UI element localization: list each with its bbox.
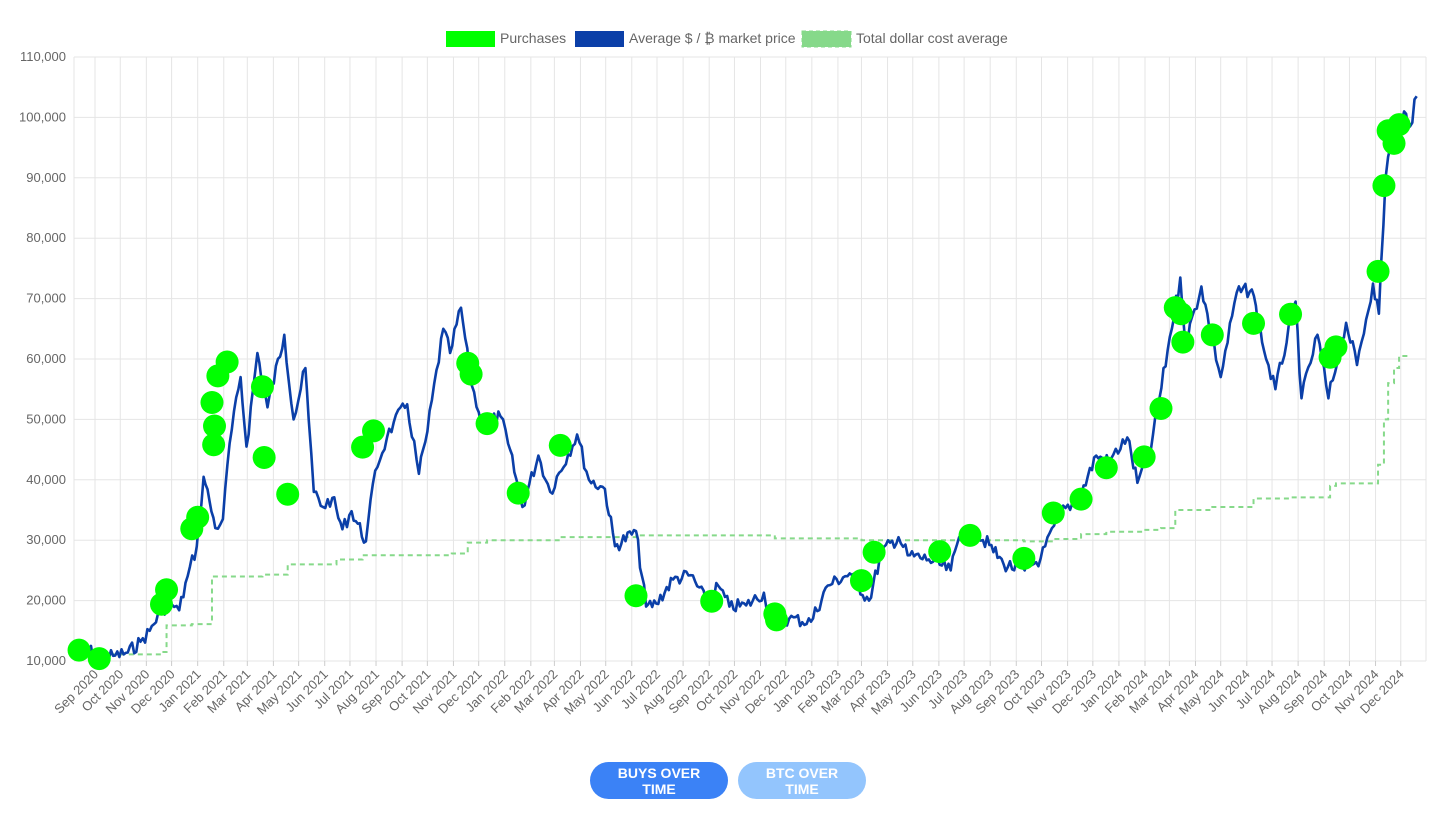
legend-label-market-price: Average $ / ₿ market price — [629, 30, 796, 46]
purchase-point[interactable] — [700, 589, 724, 613]
purchase-point[interactable] — [548, 433, 572, 457]
purchase-point[interactable] — [1171, 330, 1195, 354]
purchase-point[interactable] — [362, 419, 386, 443]
purchase-point[interactable] — [862, 540, 886, 564]
legend-label-purchases: Purchases — [500, 30, 566, 46]
purchase-point[interactable] — [1012, 546, 1036, 570]
purchase-point[interactable] — [1382, 131, 1406, 155]
dca-line — [79, 354, 1411, 656]
y-tick-label: 50,000 — [26, 411, 66, 426]
legend-item-market-price[interactable]: Average $ / ₿ market price — [575, 30, 796, 47]
purchase-point[interactable] — [215, 350, 239, 374]
purchase-point[interactable] — [250, 375, 274, 399]
purchase-point[interactable] — [928, 540, 952, 564]
legend-swatch-purchases — [446, 31, 495, 47]
purchase-point[interactable] — [203, 414, 227, 438]
y-tick-label: 20,000 — [26, 593, 66, 608]
purchase-point[interactable] — [1279, 302, 1303, 326]
purchase-point[interactable] — [459, 362, 483, 386]
purchase-point[interactable] — [1149, 397, 1173, 421]
legend-swatch-market-price — [575, 31, 624, 47]
purchase-point[interactable] — [475, 412, 499, 436]
legend-swatch-dca — [801, 30, 852, 48]
purchase-point[interactable] — [849, 569, 873, 593]
purchase-point[interactable] — [67, 638, 91, 662]
purchase-point[interactable] — [252, 445, 276, 469]
purchase-point[interactable] — [1242, 311, 1266, 335]
purchase-point[interactable] — [1366, 259, 1390, 283]
purchase-point[interactable] — [765, 608, 789, 632]
purchase-point[interactable] — [1387, 113, 1411, 137]
purchase-point[interactable] — [155, 578, 179, 602]
purchase-point[interactable] — [87, 647, 111, 671]
y-tick-label: 10,000 — [26, 653, 66, 668]
purchase-point[interactable] — [202, 433, 226, 457]
chart-axes: 10,000 20,000 30,000 40,000 50,000 60,000 70,0… — [19, 49, 1407, 717]
purchase-point[interactable] — [1372, 174, 1396, 198]
y-tick-label: 40,000 — [26, 472, 66, 487]
btc-over-time-button[interactable]: BTC OVER TIME — [738, 762, 866, 799]
y-tick-label: 100,000 — [19, 109, 66, 124]
buys-over-time-button[interactable]: BUYS OVER TIME — [590, 762, 728, 799]
purchase-point[interactable] — [1041, 501, 1065, 525]
purchase-point[interactable] — [1200, 323, 1224, 347]
y-tick-label: 70,000 — [26, 291, 66, 306]
purchase-point[interactable] — [1132, 445, 1156, 469]
y-tick-label: 60,000 — [26, 351, 66, 366]
purchase-point[interactable] — [624, 584, 648, 608]
purchase-point[interactable] — [958, 523, 982, 547]
price-chart: 10,000 20,000 30,000 40,000 50,000 60,000 70,0… — [19, 30, 1427, 717]
purchase-point[interactable] — [1324, 335, 1348, 359]
purchase-point[interactable] — [1069, 487, 1093, 511]
market-price-line — [73, 95, 1418, 662]
legend-label-dca: Total dollar cost average — [856, 30, 1008, 46]
y-tick-label: 80,000 — [26, 230, 66, 245]
purchase-point[interactable] — [1094, 456, 1118, 480]
purchase-point[interactable] — [351, 435, 375, 459]
purchase-point[interactable] — [186, 505, 210, 529]
purchase-point[interactable] — [1169, 302, 1193, 326]
chart-mode-buttons: BUYS OVER TIME BTC OVER TIME — [0, 762, 1456, 799]
purchase-point[interactable] — [506, 481, 530, 505]
y-tick-label: 90,000 — [26, 170, 66, 185]
purchase-point[interactable] — [276, 482, 300, 506]
purchase-point[interactable] — [200, 390, 224, 414]
chart-plot-area — [67, 95, 1418, 671]
chart-legend: Purchases Average $ / ₿ market price Tot… — [446, 30, 1008, 48]
y-tick-label: 110,000 — [20, 49, 66, 64]
y-tick-label: 30,000 — [26, 532, 66, 547]
legend-item-dca[interactable]: Total dollar cost average — [801, 30, 1008, 48]
chart-grid — [73, 56, 1427, 662]
legend-item-purchases[interactable]: Purchases — [446, 30, 566, 47]
